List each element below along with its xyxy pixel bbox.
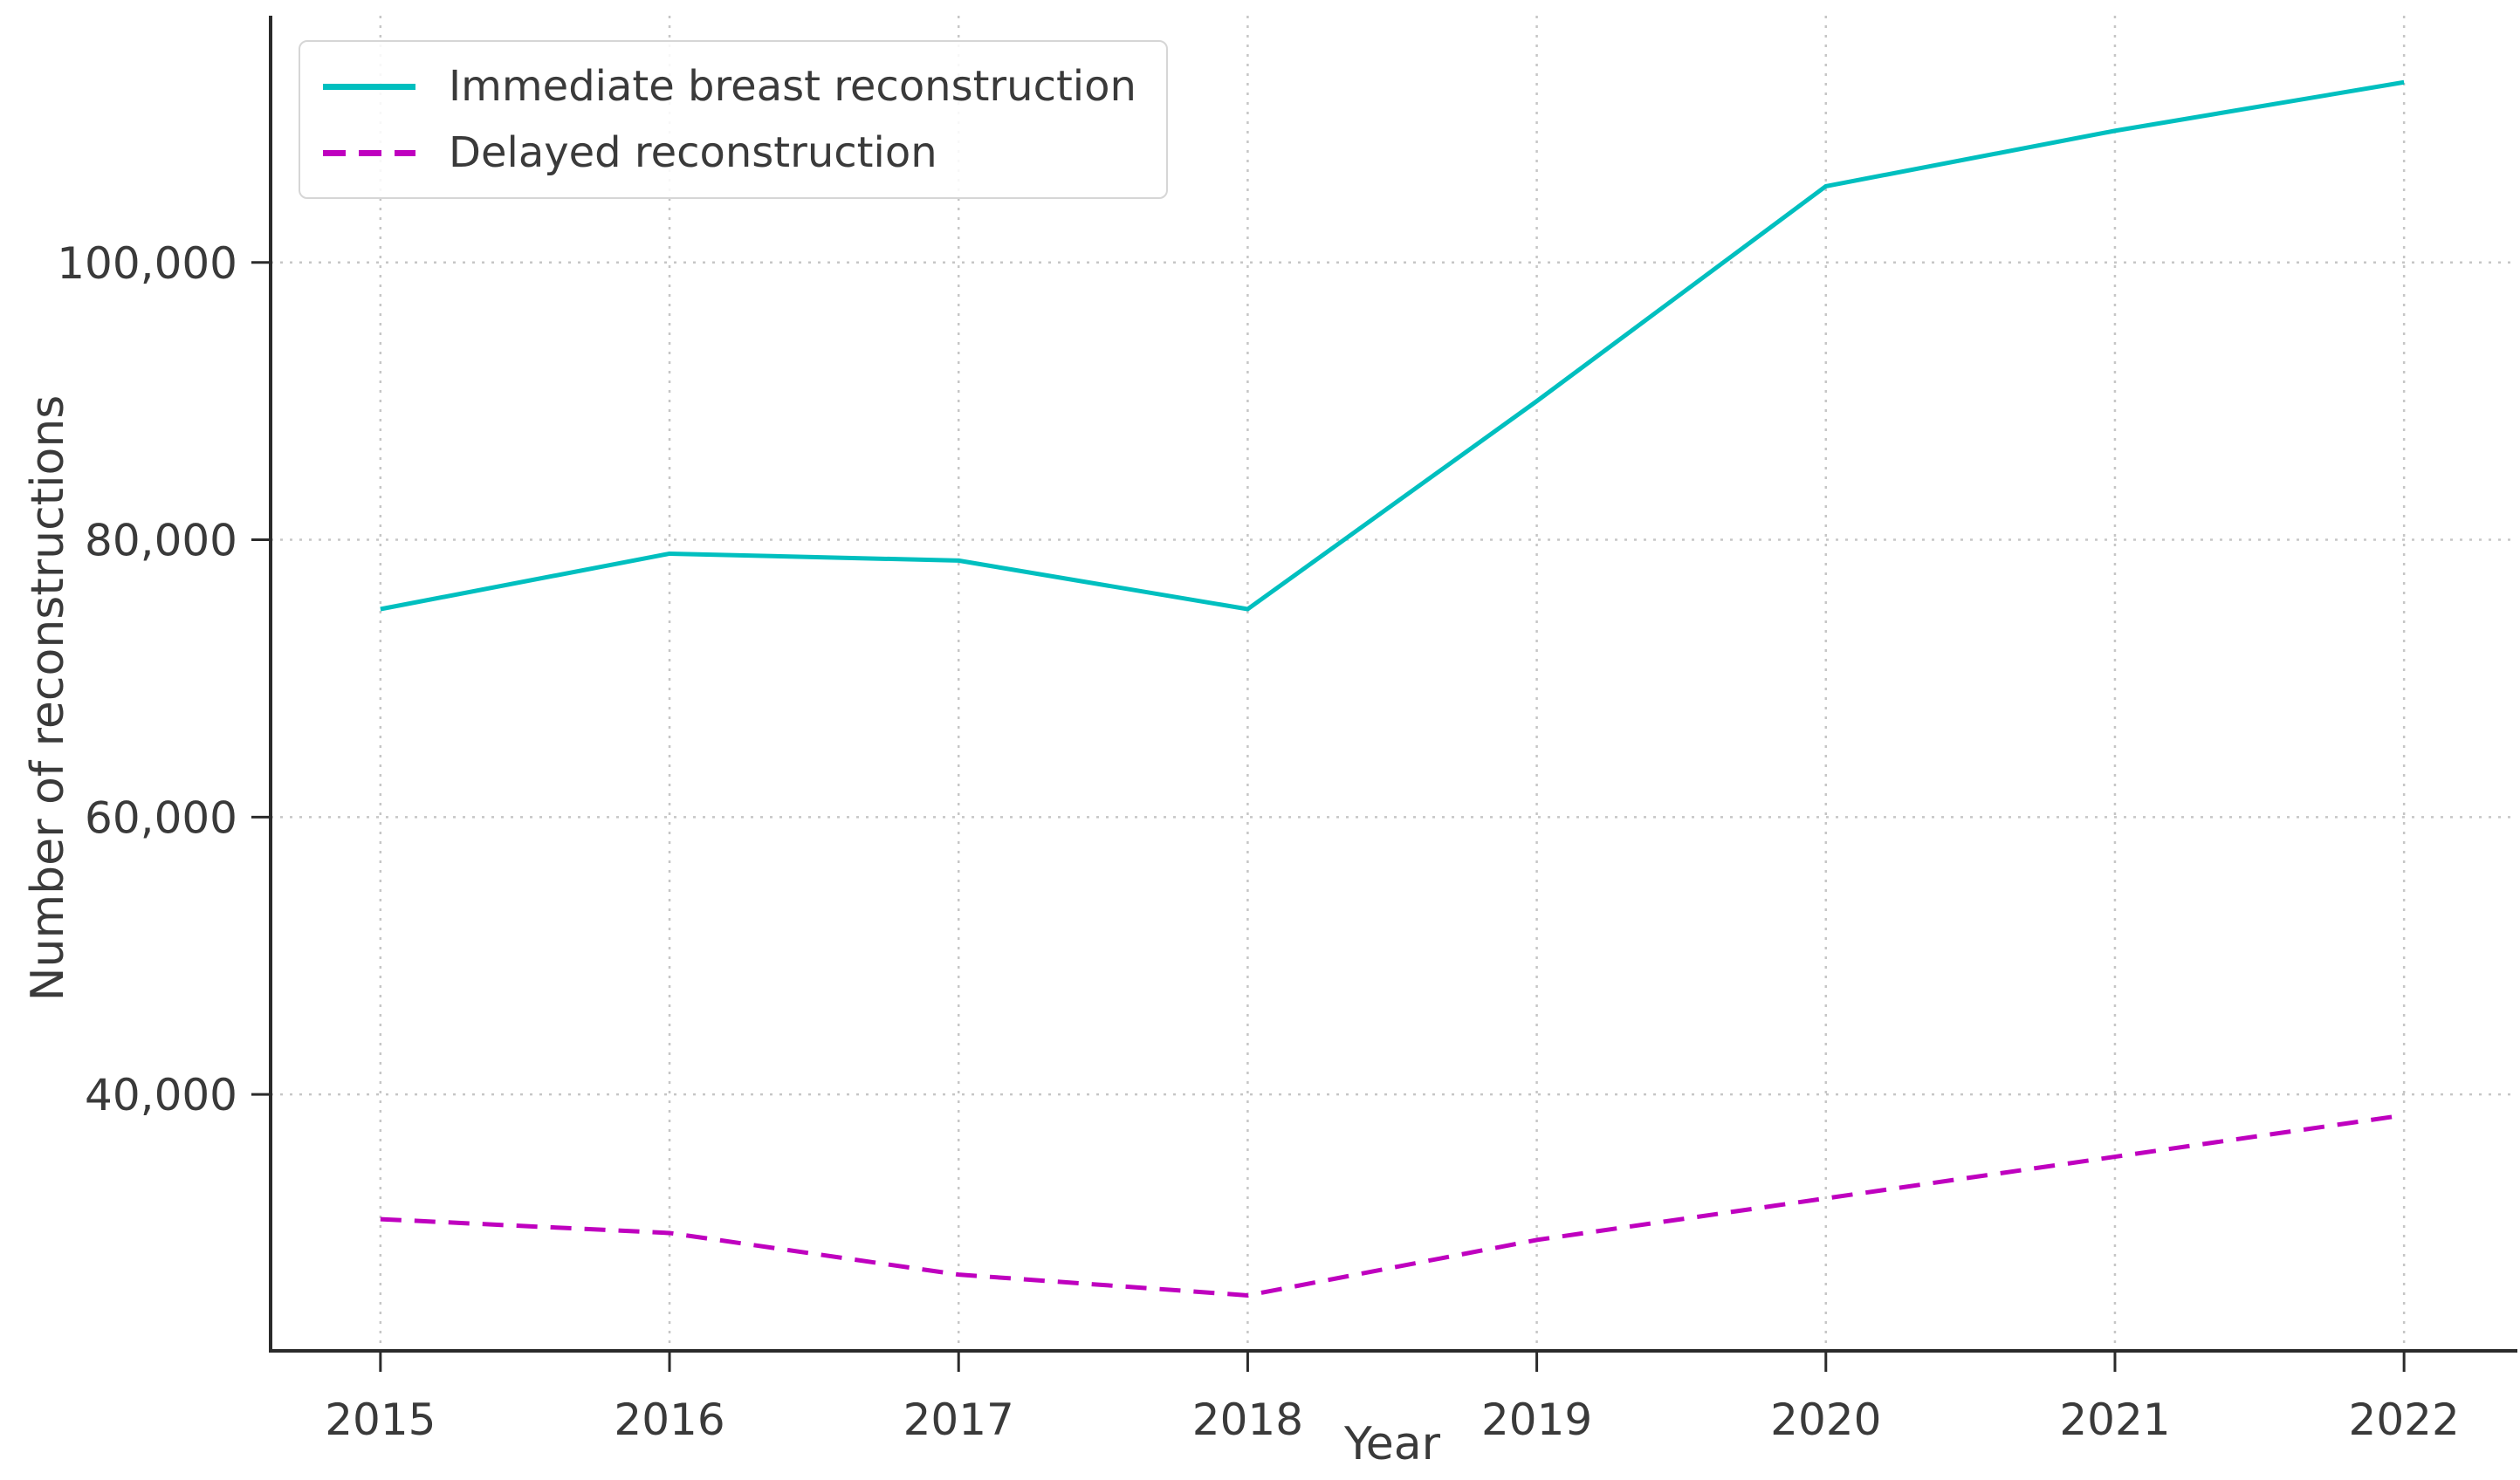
x-tick-label: 2017	[903, 1394, 1014, 1445]
legend-item-immediate: Immediate breast reconstruction	[323, 59, 1136, 113]
y-tick-label: 40,000	[85, 1070, 237, 1120]
legend-item-delayed: Delayed reconstruction	[323, 126, 1136, 180]
legend: Immediate breast reconstruction Delayed …	[299, 40, 1168, 199]
x-tick-label: 2016	[614, 1394, 724, 1445]
series-line-delayed	[380, 1113, 2405, 1298]
solid-line-swatch-icon	[323, 83, 415, 90]
legend-label-delayed: Delayed reconstruction	[449, 128, 937, 177]
y-tick-label: 60,000	[85, 792, 237, 843]
x-tick-label: 2018	[1192, 1394, 1303, 1445]
y-tick-label: 100,000	[57, 238, 237, 289]
x-tick-label: 2020	[1770, 1394, 1881, 1445]
x-axis-label: Year	[1343, 1418, 1441, 1470]
y-axis-label: Number of reconstructions	[22, 394, 74, 1002]
x-tick-label: 2015	[325, 1394, 436, 1445]
y-tick-label: 80,000	[85, 516, 237, 566]
series-line-immediate	[380, 79, 2405, 612]
x-tick-label: 2019	[1481, 1394, 1592, 1445]
dashed-line-swatch-icon	[323, 149, 415, 156]
x-tick-label: 2021	[2059, 1394, 2170, 1445]
legend-label-immediate: Immediate breast reconstruction	[449, 62, 1136, 111]
x-tick-label: 2022	[2349, 1394, 2460, 1445]
